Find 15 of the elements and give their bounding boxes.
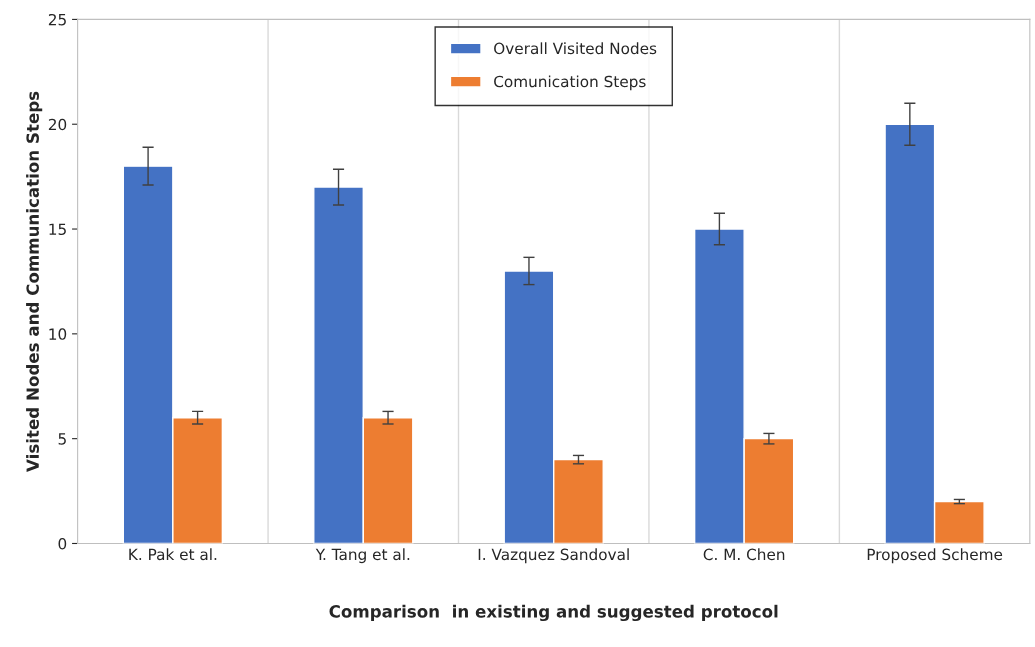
y-tick-label: 15: [49, 223, 66, 236]
legend-label: Overall Visited Nodes: [494, 42, 657, 55]
y-axis-title: Visited Nodes and Communication Steps: [26, 91, 43, 472]
y-tick-label: 20: [48, 118, 67, 131]
x-tick-label: C. M. Chen: [703, 548, 785, 561]
y-tick-label: 5: [58, 433, 66, 445]
legend-label: Comunication Steps: [494, 75, 646, 91]
y-tick-label: 25: [48, 13, 66, 26]
x-axis-title: Comparison in existing and suggested protocol: [329, 604, 778, 622]
x-tick-label: K. Pak et al.: [129, 548, 217, 561]
x-tick-label: Y. Tang et al.: [315, 548, 410, 564]
y-tick-label: 0: [58, 537, 67, 550]
y-tick-label: 10: [49, 328, 67, 340]
x-tick-label: Proposed Scheme: [867, 548, 1003, 564]
x-tick-label: I. Vazquez Sandoval: [478, 548, 629, 564]
